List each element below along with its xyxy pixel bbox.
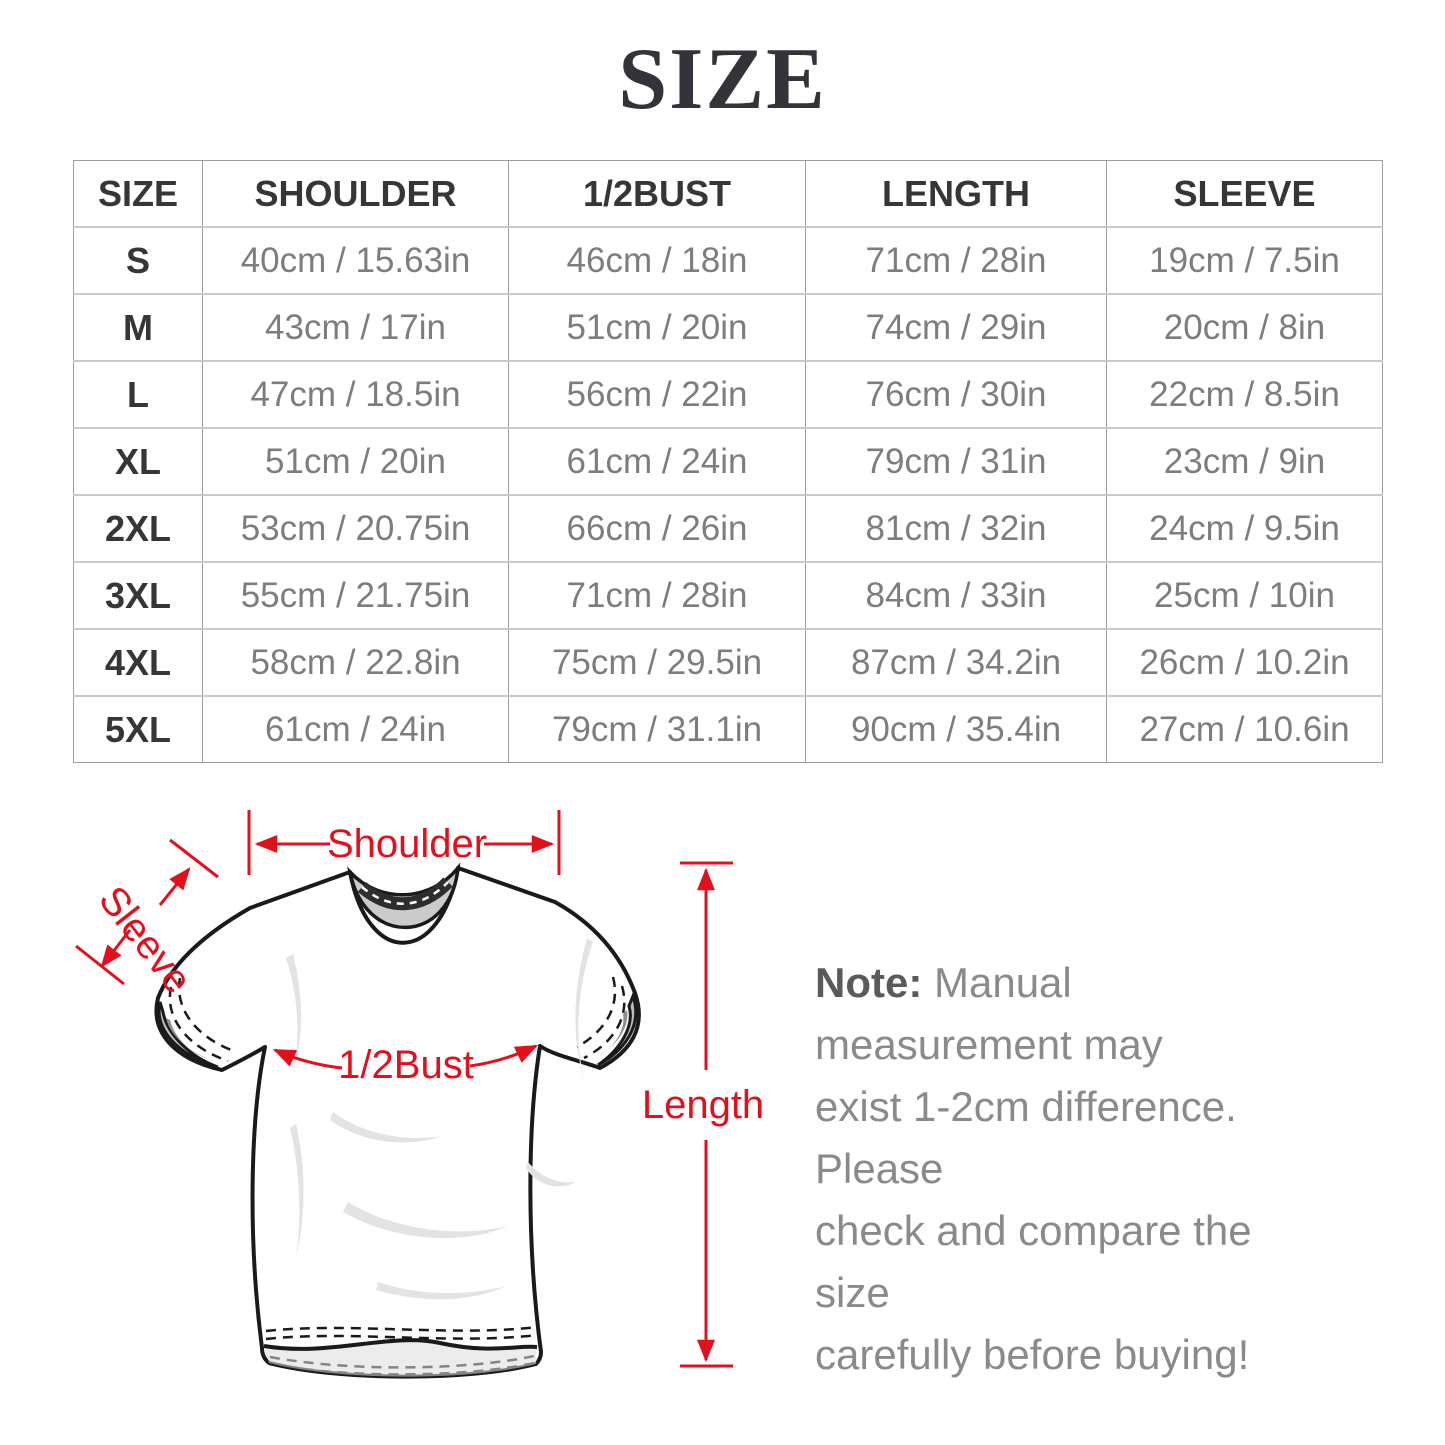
bust-cell: 71cm / 28in — [508, 561, 806, 630]
length-cell: 76cm / 30in — [805, 360, 1107, 429]
shoulder-cell: 47cm / 18.5in — [202, 360, 509, 429]
bust-cell: 75cm / 29.5in — [508, 628, 806, 697]
sleeve-cell: 22cm / 8.5in — [1106, 360, 1383, 429]
size-cell: M — [73, 293, 203, 362]
shoulder-cell: 55cm / 21.75in — [202, 561, 509, 630]
size-cell: 4XL — [73, 628, 203, 697]
table-row: 4XL 58cm / 22.8in 75cm / 29.5in 87cm / 34.2… — [73, 628, 1383, 697]
table-row: XL 51cm / 20in 61cm / 24in 79cm / 31in 23cm … — [73, 427, 1383, 496]
table-row: S 40cm / 15.63in 46cm / 18in 71cm / 28in 19c… — [73, 226, 1383, 295]
sleeve-cell: 27cm / 10.6in — [1106, 695, 1383, 763]
length-label: Length — [642, 1083, 764, 1127]
size-cell: 5XL — [73, 695, 203, 763]
size-cell: S — [73, 226, 203, 295]
bust-dimension: 1/2Bust — [272, 1043, 539, 1087]
tshirt-drawing — [154, 862, 641, 1379]
length-cell: 81cm / 32in — [805, 494, 1107, 563]
sleeve-cell: 19cm / 7.5in — [1106, 226, 1383, 295]
size-cell: 3XL — [73, 561, 203, 630]
bust-cell: 66cm / 26in — [508, 494, 806, 563]
collar — [347, 862, 461, 930]
size-table: SIZE SHOULDER 1/2BUST LENGTH SLEEVE S 40c… — [73, 160, 1383, 763]
table-row: M 43cm / 17in 51cm / 20in 74cm / 29in 20cm /… — [73, 293, 1383, 362]
shoulder-cell: 58cm / 22.8in — [202, 628, 509, 697]
header-bust: 1/2BUST — [508, 160, 806, 228]
shoulder-cell: 61cm / 24in — [202, 695, 509, 763]
header-row: SIZE SHOULDER 1/2BUST LENGTH SLEEVE — [73, 160, 1383, 228]
bust-cell: 51cm / 20in — [508, 293, 806, 362]
hem-fold — [263, 1338, 538, 1377]
sleeve-label: Sleeve — [90, 878, 200, 1001]
fabric-wrinkles — [286, 938, 593, 1300]
sleeve-openings — [157, 991, 638, 1069]
note-line1-text: Manual measurement may — [815, 959, 1163, 1068]
table-row: 3XL 55cm / 21.75in 71cm / 28in 84cm / 33in 2… — [73, 561, 1383, 630]
header-length: LENGTH — [805, 160, 1107, 228]
size-cell: XL — [73, 427, 203, 496]
note-line: exist 1-2cm difference. Please — [815, 1083, 1237, 1192]
size-cell: 2XL — [73, 494, 203, 563]
tshirt-body-outline — [154, 866, 641, 1379]
collar-tape — [357, 877, 453, 911]
page-title: SIZE — [618, 31, 827, 128]
note-block: Note: Manual measurement may exist 1-2cm… — [815, 952, 1315, 1386]
table-row: 2XL 53cm / 20.75in 66cm / 26in 81cm / 32in 2… — [73, 494, 1383, 563]
note-line: carefully before buying! — [815, 1331, 1250, 1378]
sleeve-cell: 20cm / 8in — [1106, 293, 1383, 362]
shoulder-cell: 43cm / 17in — [202, 293, 509, 362]
sleeve-cell: 23cm / 9in — [1106, 427, 1383, 496]
length-cell: 90cm / 35.4in — [805, 695, 1107, 763]
shoulder-dimension: Shoulder — [247, 810, 561, 875]
note-line: Note: Manual measurement may — [815, 952, 1315, 1076]
length-cell: 74cm / 29in — [805, 293, 1107, 362]
size-table-header: SIZE SHOULDER 1/2BUST LENGTH SLEEVE — [73, 160, 1383, 228]
length-cell: 79cm / 31in — [805, 427, 1107, 496]
length-cell: 87cm / 34.2in — [805, 628, 1107, 697]
bust-label: 1/2Bust — [338, 1043, 474, 1087]
sleeve-cell: 25cm / 10in — [1106, 561, 1383, 630]
bust-cell: 79cm / 31.1in — [508, 695, 806, 763]
shoulder-label: Shoulder — [327, 822, 487, 866]
sleeve-cell: 24cm / 9.5in — [1106, 494, 1383, 563]
table-row: L 47cm / 18.5in 56cm / 22in 76cm / 30in 22cm… — [73, 360, 1383, 429]
bust-cell: 61cm / 24in — [508, 427, 806, 496]
header-sleeve: SLEEVE — [1106, 160, 1383, 228]
size-table-body: S 40cm / 15.63in 46cm / 18in 71cm / 28in 19c… — [73, 226, 1383, 763]
shoulder-cell: 51cm / 20in — [202, 427, 509, 496]
bust-cell: 46cm / 18in — [508, 226, 806, 295]
length-cell: 71cm / 28in — [805, 226, 1107, 295]
header-size: SIZE — [73, 160, 203, 228]
shoulder-cell: 40cm / 15.63in — [202, 226, 509, 295]
shoulder-cell: 53cm / 20.75in — [202, 494, 509, 563]
tshirt-measurement-diagram: Shoulder Sleeve 1/2Bust Length — [75, 810, 764, 1379]
size-cell: L — [73, 360, 203, 429]
note-line: check and compare the size — [815, 1207, 1252, 1316]
note-prefix: Note: — [815, 959, 923, 1006]
length-dimension: Length — [642, 861, 764, 1368]
table-row: 5XL 61cm / 24in 79cm / 31.1in 90cm / 35.4in… — [73, 695, 1383, 763]
length-cell: 84cm / 33in — [805, 561, 1107, 630]
bust-cell: 56cm / 22in — [508, 360, 806, 429]
header-shoulder: SHOULDER — [202, 160, 509, 228]
sleeve-cell: 26cm / 10.2in — [1106, 628, 1383, 697]
